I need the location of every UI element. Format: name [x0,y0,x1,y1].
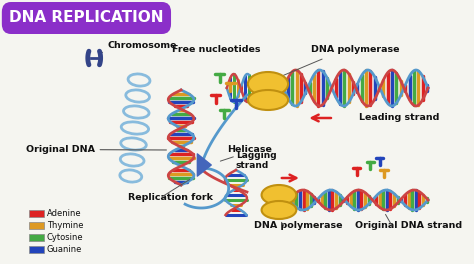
Text: Helicase: Helicase [227,145,272,154]
FancyBboxPatch shape [2,2,171,34]
Bar [29,246,44,253]
Bar [29,234,44,241]
Text: Replication fork: Replication fork [128,193,213,202]
Text: Guanine: Guanine [46,245,82,254]
Text: DNA polymerase: DNA polymerase [311,45,400,54]
Text: Original DNA: Original DNA [26,145,166,154]
Text: Free nucleotides: Free nucleotides [172,45,260,54]
Text: Cytosine: Cytosine [46,233,83,242]
Text: Thymine: Thymine [46,221,83,230]
Ellipse shape [262,185,296,205]
Ellipse shape [248,90,288,110]
Ellipse shape [248,72,288,96]
Text: Lagging
strand: Lagging strand [236,150,277,170]
FancyArrowPatch shape [197,154,211,176]
Bar [29,210,44,217]
Text: Adenine: Adenine [46,209,81,218]
Text: Original DNA strand: Original DNA strand [355,221,462,230]
Text: DNA polymerase: DNA polymerase [254,221,343,230]
Text: Leading strand: Leading strand [358,113,439,122]
Ellipse shape [262,201,296,219]
Text: DNA REPLICATION: DNA REPLICATION [9,11,164,26]
Bar [29,222,44,229]
Text: Chromosome: Chromosome [101,41,177,53]
